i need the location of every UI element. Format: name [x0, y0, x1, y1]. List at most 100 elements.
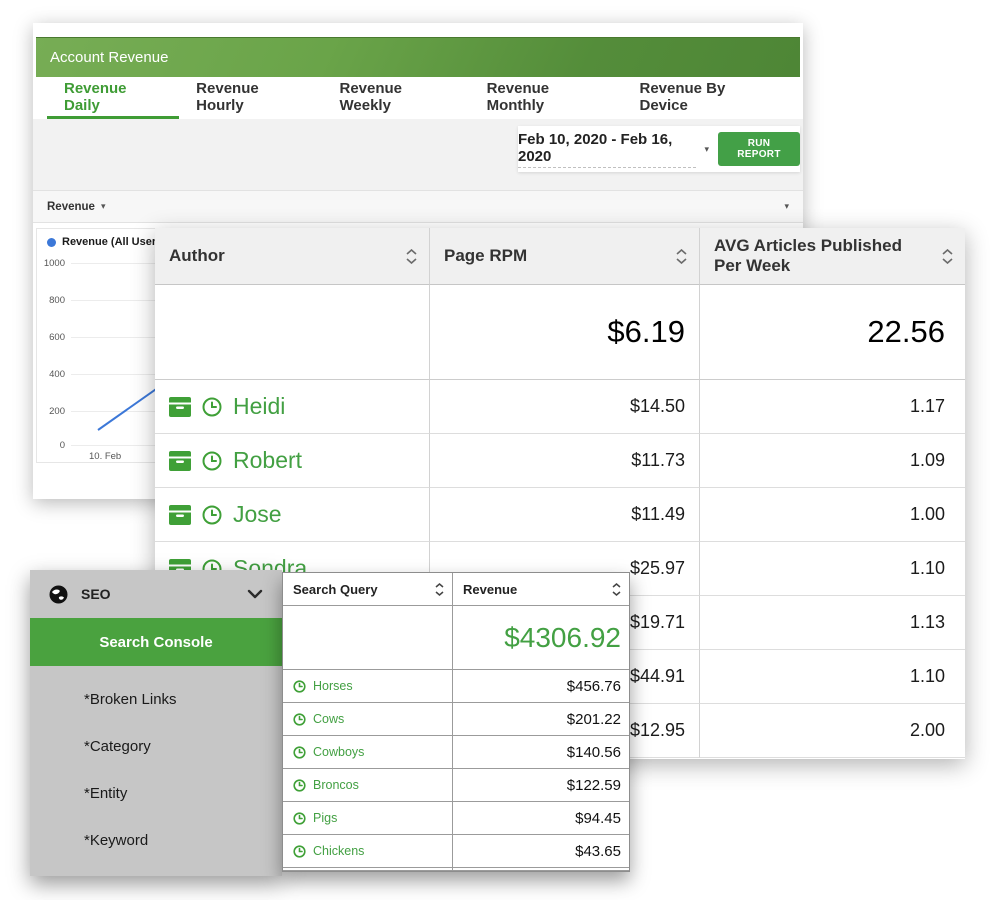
x-axis-tick: 10. Feb: [89, 451, 122, 462]
y-axis-tick: 0: [59, 440, 65, 451]
query-link[interactable]: Pigs: [313, 811, 338, 825]
clock-icon: [293, 712, 306, 726]
chart-legend: Revenue (All Users): [37, 229, 799, 255]
legend-dot-icon: [47, 237, 56, 247]
clock-icon: [293, 811, 306, 825]
revenue-cell: $122.59: [453, 769, 629, 802]
run-report-button[interactable]: RUN REPORT: [718, 132, 800, 166]
avg-articles-cell: 1.13: [700, 596, 965, 650]
caret-down-icon[interactable]: ▾: [784, 201, 789, 211]
sidebar-item-category[interactable]: *Category: [84, 738, 151, 755]
table-row-author[interactable]: Robert: [155, 434, 430, 488]
table-row-author[interactable]: Jose: [155, 488, 430, 542]
page-rpm-cell: $14.50: [430, 380, 700, 434]
archive-box-icon: [169, 396, 191, 417]
revenue-cell: $94.45: [453, 802, 629, 835]
clock-icon: [202, 505, 222, 524]
sidebar-items: *Broken Links *Category *Entity *Keyword: [30, 666, 282, 864]
author-link[interactable]: Jose: [233, 501, 282, 527]
query-row[interactable]: Pigs: [283, 802, 453, 835]
column-header-avg-articles[interactable]: AVG Articles Published Per Week: [700, 228, 965, 285]
panel-title: Account Revenue: [50, 49, 169, 66]
sort-icon[interactable]: [435, 582, 444, 596]
revenue-cell: $43.65: [453, 835, 629, 868]
page-rpm-cell: $11.49: [430, 488, 700, 542]
archive-box-icon: [169, 504, 191, 525]
caret-down-icon[interactable]: ▾: [100, 201, 106, 211]
clock-icon: [202, 451, 222, 470]
sidebar-item-keyword[interactable]: *Keyword: [84, 832, 149, 849]
tab-revenue-by-device[interactable]: Revenue By Device: [639, 79, 726, 114]
column-header-author[interactable]: Author: [155, 228, 430, 285]
column-header-search-query[interactable]: Search Query: [283, 573, 453, 606]
summary-avg-articles: 22.56: [700, 285, 965, 380]
query-row[interactable]: Horses: [283, 670, 453, 703]
sidebar-item-broken-links[interactable]: *Broken Links: [84, 691, 177, 708]
avg-articles-cell: 1.00: [700, 488, 965, 542]
sidebar-item-search-console[interactable]: Search Console: [30, 618, 282, 666]
total-query-cell: [283, 606, 453, 670]
sort-icon[interactable]: [942, 248, 953, 264]
panel-title-bar: Account Revenue: [36, 37, 800, 77]
caret-down-icon[interactable]: ▾: [704, 143, 710, 154]
query-link[interactable]: Chickens: [313, 844, 365, 858]
metric-dropdown-bar: Revenue ▾ ▾: [33, 190, 803, 223]
revenue-cell: $456.76: [453, 670, 629, 703]
tab-revenue-monthly[interactable]: Revenue Monthly: [486, 79, 550, 114]
table-row-author[interactable]: Heidi: [155, 380, 430, 434]
query-link[interactable]: Horses: [313, 679, 353, 693]
query-row[interactable]: Chickens: [283, 835, 453, 868]
page-rpm-cell: $11.73: [430, 434, 700, 488]
avg-articles-cell: 1.10: [700, 542, 965, 596]
y-axis-tick: 200: [49, 406, 65, 417]
tab-revenue-hourly[interactable]: Revenue Hourly: [196, 79, 259, 114]
avg-articles-cell: 1.17: [700, 380, 965, 434]
avg-articles-cell: 1.09: [700, 434, 965, 488]
tab-revenue-daily[interactable]: Revenue Daily: [47, 77, 180, 119]
y-axis-tick: 1000: [43, 258, 65, 269]
total-revenue: $4306.92: [453, 606, 629, 670]
query-row[interactable]: Broncos: [283, 769, 453, 802]
column-header-revenue[interactable]: Revenue: [453, 573, 629, 606]
query-link[interactable]: Broncos: [313, 778, 359, 792]
author-link[interactable]: Heidi: [233, 393, 286, 419]
revenue-cell: $140.56: [453, 736, 629, 769]
seo-sidebar-panel: SEO Search Console *Broken Links *Catego…: [30, 570, 282, 876]
y-axis-tick: 600: [49, 332, 65, 343]
avg-articles-cell: 2.00: [700, 704, 965, 758]
revenue-tabs: Revenue Daily Revenue Hourly Revenue Wee…: [33, 77, 803, 119]
report-controls-strip: Feb 10, 2020 - Feb 16, 2020 ▾ RUN REPORT: [33, 119, 803, 190]
query-row-partial: [283, 868, 453, 871]
query-link[interactable]: Cows: [313, 712, 345, 726]
date-range-picker[interactable]: Feb 10, 2020 - Feb 16, 2020: [518, 131, 696, 168]
globe-icon: [49, 585, 68, 603]
query-row[interactable]: Cowboys: [283, 736, 453, 769]
column-header-page-rpm[interactable]: Page RPM: [430, 228, 700, 285]
summary-page-rpm: $6.19: [430, 285, 700, 380]
seo-sidebar-header[interactable]: SEO: [30, 570, 282, 618]
avg-articles-cell: 1.10: [700, 650, 965, 704]
date-range-card: Feb 10, 2020 - Feb 16, 2020 ▾ RUN REPORT: [518, 126, 800, 172]
query-row-partial: [453, 868, 629, 871]
sort-icon[interactable]: [406, 248, 417, 264]
y-axis-tick: 400: [49, 369, 65, 380]
chevron-down-icon[interactable]: [247, 589, 263, 599]
clock-icon: [293, 844, 306, 858]
summary-author-cell: [155, 285, 430, 380]
y-axis-tick: 800: [49, 295, 65, 306]
sidebar-title: SEO: [81, 586, 111, 602]
author-link[interactable]: Robert: [233, 447, 303, 473]
revenue-cell: $201.22: [453, 703, 629, 736]
sort-icon[interactable]: [676, 248, 687, 264]
metric-dropdown[interactable]: Revenue: [47, 200, 95, 213]
legend-label: Revenue (All Users): [62, 236, 166, 248]
archive-box-icon: [169, 450, 191, 471]
query-row[interactable]: Cows: [283, 703, 453, 736]
tab-revenue-weekly[interactable]: Revenue Weekly: [339, 79, 403, 114]
sidebar-item-entity[interactable]: *Entity: [84, 785, 128, 802]
clock-icon: [293, 679, 306, 693]
query-link[interactable]: Cowboys: [313, 745, 365, 759]
clock-icon: [202, 397, 222, 416]
sort-icon[interactable]: [612, 582, 621, 596]
